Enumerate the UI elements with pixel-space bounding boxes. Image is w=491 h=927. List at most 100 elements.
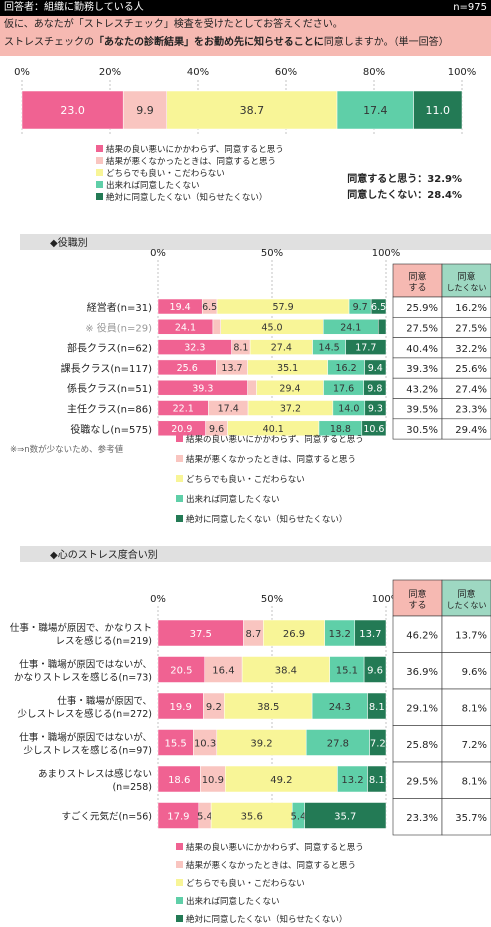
stress-row-5-value-1: 18.6: [168, 775, 190, 786]
stress-row-6-value-3: 35.6: [241, 811, 263, 822]
stress-table-disagree-value-2: 9.6%: [462, 667, 487, 678]
stress-row-2-value-4: 15.1: [336, 665, 358, 676]
respondents-label: 回答者：組織に勤務している人: [4, 2, 144, 13]
stress-table-disagree-value-3: 8.1%: [462, 703, 487, 714]
position-legend-label-2: 結果が悪くなかったときは、同意すると思う: [186, 454, 356, 465]
position-legend-swatch-1: [176, 435, 183, 442]
overall-legend-swatch-1: [96, 145, 103, 152]
position-legend-label-4: 出来れば同意したくない: [186, 494, 280, 505]
stress-row-label-1-b: レスを感じる(n=219): [55, 635, 152, 647]
stress-row-2-segment-3: [241, 656, 330, 683]
overall-bar-value-2: 9.9: [136, 104, 154, 117]
stress-row-6-segment-3: [210, 802, 293, 829]
stress-row-3-segment-4: [311, 692, 368, 720]
stress-row-5-segment-2: [200, 765, 226, 793]
question-line-2-post: 同意しますか。（単一回答）: [323, 37, 449, 48]
overall-tick-2: 20%: [99, 67, 121, 78]
stress-row-2-value-1: 20.5: [170, 665, 192, 676]
position-row-7-segment-5: [361, 420, 387, 437]
section2-title-bar: [20, 546, 491, 562]
position-row-3-value-5: 17.7: [355, 343, 376, 354]
overall-tick-5: 80%: [363, 67, 385, 78]
overall-legend-swatch-4: [96, 181, 103, 188]
position-table-disagree-value-3: 32.2%: [455, 344, 487, 355]
position-row-4-segment-5: [364, 359, 387, 376]
position-row-5-segment-2: [247, 379, 257, 396]
stress-row-1-segment-3: [263, 619, 325, 647]
stress-legend-swatch-5: [176, 915, 183, 922]
stress-table-disagree-header-cell: [441, 579, 491, 617]
stress-row-label-2-b: かなりストレスを感じる(n=73): [14, 672, 152, 684]
stress-row-1-segment-4: [324, 619, 356, 647]
question-line-2-pre: ストレスチェックの: [4, 37, 94, 48]
position-row-3-value-2: 8.1: [233, 343, 248, 354]
stress-row-5-value-4: 13.2: [341, 775, 363, 786]
position-row-6-value-1: 22.1: [173, 404, 194, 415]
stress-row-1-value-3: 26.9: [283, 629, 305, 640]
position-row-2-value-3: 45.0: [261, 322, 282, 333]
stress-table-disagree-value-5: 8.1%: [462, 776, 487, 787]
stress-table-agree-value-3: 29.1%: [406, 703, 438, 714]
stress-table-agree-cell: [392, 652, 443, 690]
position-table-disagree-value-6: 23.3%: [455, 405, 487, 416]
stress-row-5-segment-4: [337, 765, 368, 793]
section1-title-bar: [20, 234, 491, 250]
section2-title: ◆心のストレス度合い別: [50, 548, 158, 561]
overall-bar-segment-1: [21, 90, 124, 130]
position-table-disagree-header-1: 同意: [457, 271, 475, 283]
position-tick-1: 0%: [150, 248, 166, 259]
position-table-agree-value-7: 30.5%: [406, 425, 438, 436]
stress-table-disagree-cell: [441, 615, 491, 653]
position-table-agree-value-2: 27.5%: [406, 323, 438, 334]
position-row-3-value-3: 27.4: [271, 343, 292, 354]
position-row-4-value-4: 16.2: [336, 363, 357, 374]
position-row-3-value-4: 14.5: [319, 343, 340, 354]
overall-bar-value-3: 38.7: [240, 104, 265, 117]
position-row-1-value-5: 6.5: [371, 302, 386, 313]
position-row-1-value-4: 9.7: [353, 302, 368, 313]
position-legend-swatch-2: [176, 455, 183, 462]
position-row-2-value-4: 24.1: [340, 322, 361, 333]
position-row-4-value-3: 35.1: [277, 363, 298, 374]
stress-table-disagree-value-4: 7.2%: [462, 740, 487, 751]
stress-row-4-value-1: 15.5: [165, 738, 187, 749]
stress-row-2-segment-1: [157, 656, 205, 683]
position-row-1-value-1: 19.4: [170, 302, 191, 313]
overall-bar-value-5: 11.0: [426, 104, 451, 117]
question-box: 仮に、あなたが「ストレスチェック」検査を受けたとしてお答えください。 ストレスチ…: [0, 16, 491, 56]
stress-row-2-value-3: 38.4: [275, 665, 297, 676]
position-row-2-segment-5: [377, 319, 387, 335]
stress-row-label-5-a: あまりストレスは感じない: [38, 768, 152, 780]
overall-bar-segment-5: [413, 90, 463, 130]
position-table-disagree-value-5: 27.4%: [455, 384, 487, 395]
position-row-4-value-2: 13.7: [221, 363, 242, 374]
stress-row-label-4-a: 仕事・職場が原因ではないが、: [19, 732, 152, 744]
stress-legend-swatch-3: [176, 879, 183, 886]
stress-row-3-value-4: 24.3: [329, 702, 351, 713]
stress-row-3-value-1: 19.9: [170, 702, 192, 713]
position-row-2-value-1: 24.1: [175, 322, 196, 333]
stress-row-2-value-2: 16.4: [212, 665, 234, 676]
position-row-label-3: 部長クラス(n=62): [67, 342, 152, 355]
stress-row-label-4-b: 少しストレスを感じる(n=97): [24, 745, 152, 757]
stress-legend-swatch-4: [176, 897, 183, 904]
stress-row-5-value-3: 49.2: [270, 775, 292, 786]
position-legend-label-5: 絶対に同意したくない（知らせたくない）: [186, 514, 347, 525]
position-table-disagree-value-2: 27.5%: [455, 323, 487, 334]
position-row-5-value-5: 9.8: [367, 383, 382, 394]
overall-tick-6: 100%: [448, 67, 477, 78]
reference-note: ※⇒n数が少ないため、参考値: [10, 444, 124, 455]
stress-row-3-segment-3: [224, 692, 313, 720]
position-row-7-value-2: 9.6: [209, 424, 224, 435]
overall-tick-1: 0%: [14, 67, 30, 78]
section1-title: ◆役職別: [50, 236, 88, 249]
stress-row-3-segment-5: [367, 692, 387, 720]
stress-legend-swatch-2: [176, 861, 183, 868]
position-row-3-value-1: 32.3: [184, 343, 205, 354]
position-row-1-value-3: 57.9: [272, 302, 293, 313]
overall-legend-label-2: 結果が悪くなかったときは、同意すると思う: [106, 156, 276, 167]
stress-table-agree-cell: [392, 725, 443, 763]
position-row-4-value-1: 25.6: [177, 363, 198, 374]
stress-table-agree-value-6: 23.3%: [406, 813, 438, 824]
